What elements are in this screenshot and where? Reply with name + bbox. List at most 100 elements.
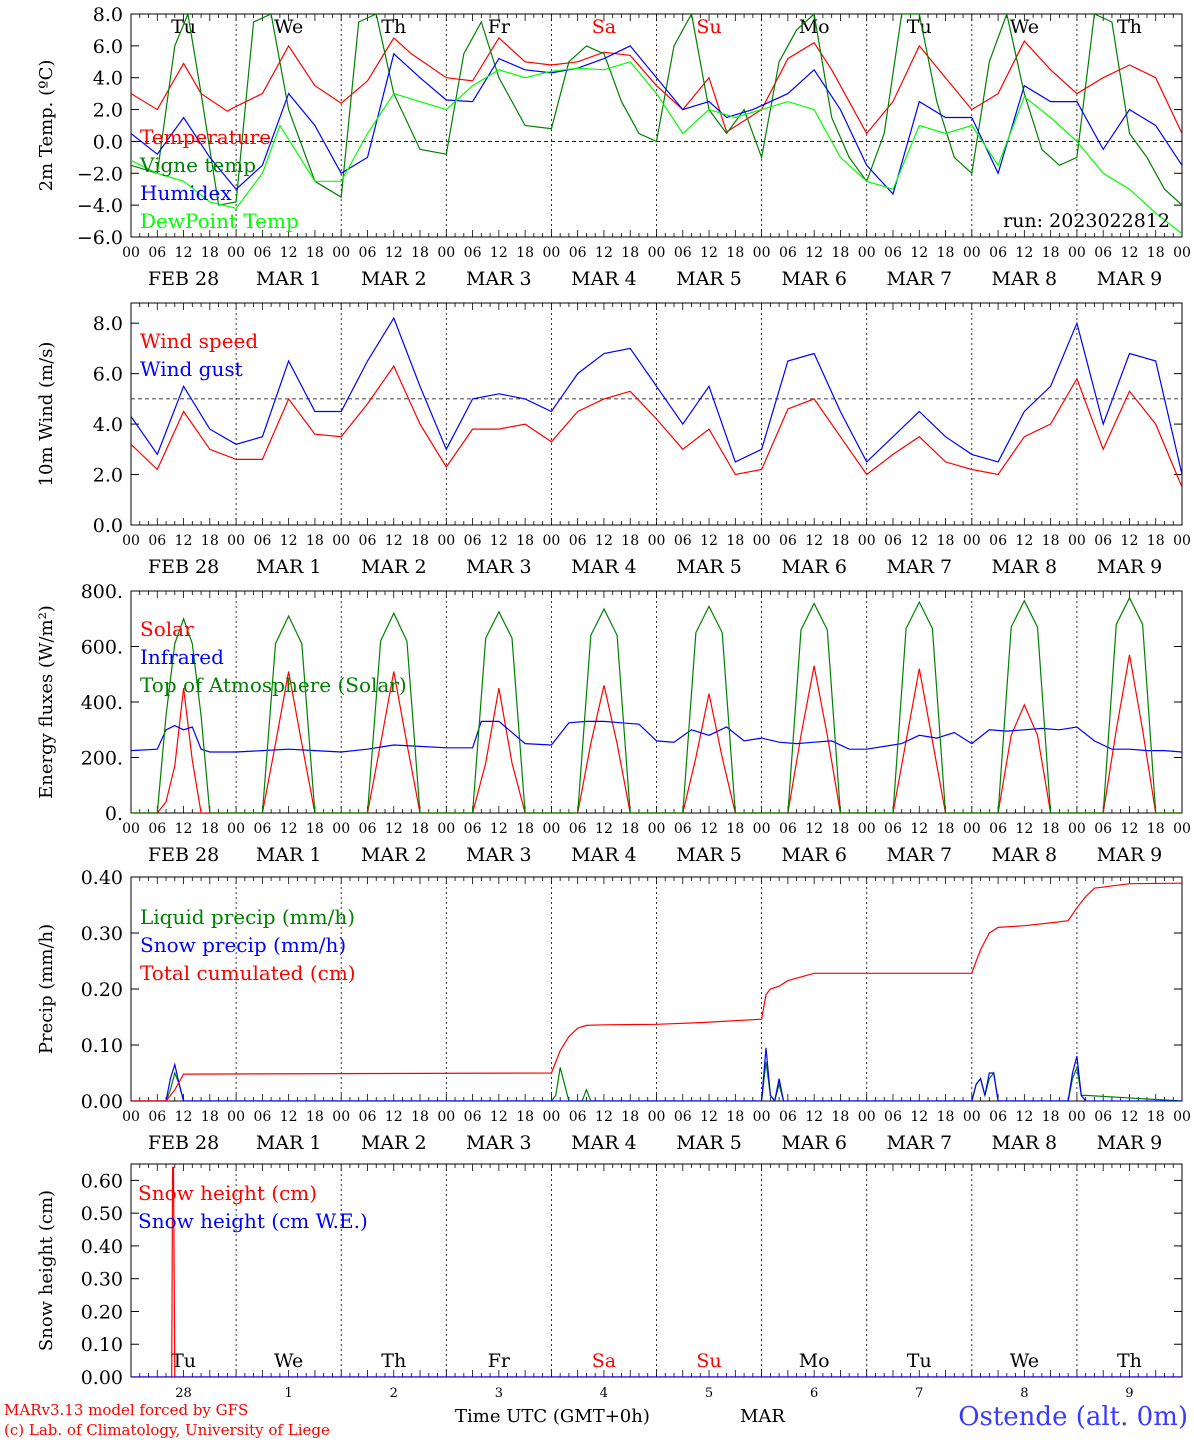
series-line-dewpoint-temp	[131, 61, 1182, 235]
date-label: MAR 4	[571, 556, 637, 578]
hour-label: 06	[464, 245, 482, 261]
hour-label: 18	[411, 245, 429, 261]
hour-label: 00	[1068, 821, 1086, 837]
hour-label: 18	[306, 245, 324, 261]
hour-label: 12	[490, 245, 508, 261]
hour-label: 06	[779, 533, 797, 549]
hour-label: 06	[569, 245, 587, 261]
y-tick-label: −2.0	[77, 163, 123, 185]
hour-label: 00	[1173, 821, 1191, 837]
date-label: MAR 6	[781, 844, 847, 866]
hour-label: 06	[884, 1109, 902, 1125]
hour-label: 06	[779, 821, 797, 837]
hour-label: 18	[937, 245, 955, 261]
hour-label: 12	[385, 533, 403, 549]
date-label: MAR 8	[992, 1132, 1058, 1154]
hour-label: 18	[306, 533, 324, 549]
hour-label: 00	[542, 245, 560, 261]
hour-label: 18	[832, 1109, 850, 1125]
y-tick-label: 0.20	[81, 979, 123, 1001]
date-label: FEB 28	[148, 1132, 219, 1154]
weekday-label: We	[1010, 1350, 1039, 1372]
weekday-label: Sa	[592, 16, 616, 38]
month-label: MAR	[740, 1406, 785, 1427]
hour-label: 12	[1015, 821, 1033, 837]
panel-3: 800. 600. 400. 200. 0. Energy fluxes (W/m²) 00…	[36, 581, 1191, 866]
y-tick-label: 2.0	[93, 100, 123, 122]
hour-label: 00	[858, 245, 876, 261]
day-number-label: 5	[705, 1386, 713, 1401]
hour-label: 18	[726, 1109, 744, 1125]
date-label: MAR 1	[256, 844, 322, 866]
date-label: MAR 7	[886, 556, 952, 578]
y-tick-label: 0.10	[81, 1035, 123, 1057]
weekday-label: Sa	[592, 1350, 616, 1372]
hour-label: 00	[648, 821, 666, 837]
hour-label: 12	[700, 245, 718, 261]
weekday-label: Th	[1117, 1350, 1142, 1372]
y-tick-label: 0.30	[81, 923, 123, 945]
hour-label: 06	[253, 821, 271, 837]
hour-label: 12	[910, 533, 928, 549]
legend-entry: Vigne temp	[139, 153, 256, 177]
hour-label: 12	[385, 245, 403, 261]
day-number-label: 7	[915, 1386, 923, 1401]
y-tick-label: 6.0	[93, 364, 123, 386]
y-axis-label: Snow height (cm)	[36, 1190, 57, 1351]
y-tick-label: 400.	[81, 692, 123, 714]
hour-label: 00	[858, 1109, 876, 1125]
legend-entry: Solar	[140, 617, 194, 641]
day-number-label: 3	[495, 1386, 503, 1401]
hour-label: 00	[332, 533, 350, 549]
hour-label: 12	[280, 245, 298, 261]
series-line-vigne-temp	[131, 14, 1182, 206]
series-line-infrared	[131, 720, 1182, 753]
hour-label: 06	[148, 533, 166, 549]
hour-label: 18	[1042, 533, 1060, 549]
date-label: MAR 7	[886, 268, 952, 290]
date-label: MAR 9	[1097, 556, 1163, 578]
hour-label: 12	[280, 533, 298, 549]
hour-label: 18	[832, 533, 850, 549]
weekday-label: Tu	[171, 1350, 196, 1372]
hour-label: 00	[437, 821, 455, 837]
y-tick-label: −6.0	[77, 227, 123, 249]
hour-label: 18	[516, 245, 534, 261]
hour-label: 00	[1068, 1109, 1086, 1125]
hour-label: 18	[621, 821, 639, 837]
hour-label: 12	[1015, 533, 1033, 549]
hour-label: 18	[1042, 821, 1060, 837]
weekday-label: We	[1010, 16, 1039, 38]
hour-label: 12	[910, 1109, 928, 1125]
legend-entry: Snow height (cm W.E.)	[138, 1209, 368, 1233]
hour-label: 00	[227, 533, 245, 549]
hour-label: 00	[1068, 245, 1086, 261]
hour-label: 12	[700, 533, 718, 549]
hour-label: 06	[674, 533, 692, 549]
date-label: MAR 4	[571, 1132, 637, 1154]
hour-label: 00	[858, 821, 876, 837]
hour-label: 06	[569, 1109, 587, 1125]
lab-credit: (c) Lab. of Climatology, University of L…	[4, 1421, 330, 1439]
hour-label: 06	[884, 245, 902, 261]
hour-label: 18	[306, 821, 324, 837]
hour-label: 12	[700, 821, 718, 837]
hour-label: 18	[1147, 821, 1165, 837]
weekday-label: Th	[1117, 16, 1142, 38]
hour-label: 18	[201, 533, 219, 549]
hour-label: 00	[963, 245, 981, 261]
hour-label: 06	[464, 533, 482, 549]
hour-label: 18	[201, 821, 219, 837]
y-tick-label: 8.0	[93, 313, 123, 335]
hour-label: 12	[490, 1109, 508, 1125]
hour-label: 18	[516, 1109, 534, 1125]
hour-label: 12	[175, 1109, 193, 1125]
hour-label: 00	[437, 533, 455, 549]
hour-label: 12	[175, 821, 193, 837]
legend-entry: Wind speed	[140, 329, 258, 353]
credits: MARv3.13 model forced by GFS (c) Lab. of…	[4, 1400, 330, 1440]
hour-label: 12	[910, 245, 928, 261]
hour-label: 12	[595, 533, 613, 549]
y-tick-label: 0.20	[81, 1301, 123, 1323]
